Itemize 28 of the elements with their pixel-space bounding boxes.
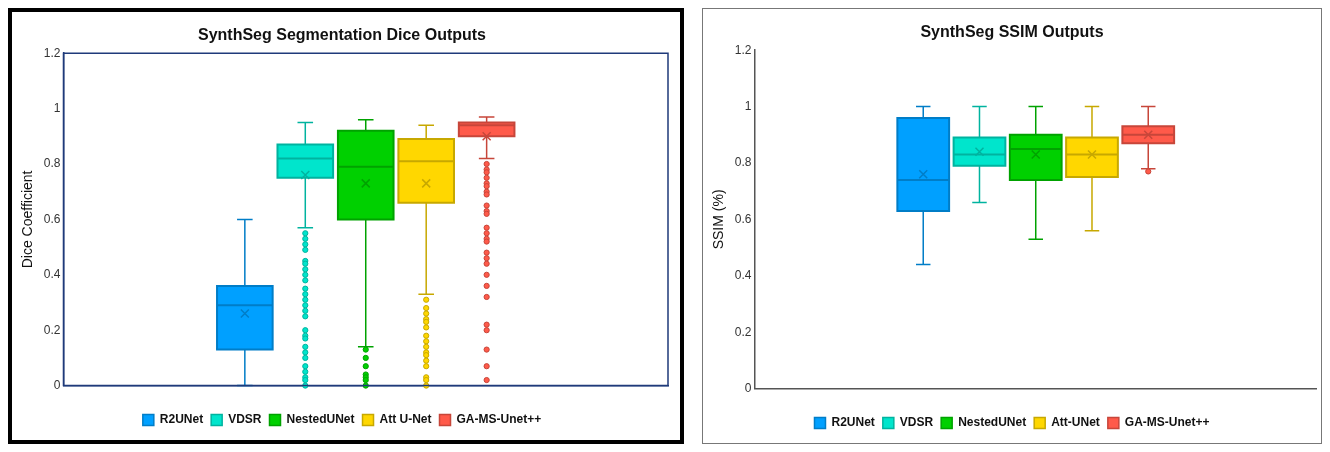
y-tick-label: 0 <box>744 380 752 395</box>
y-tick-label: 0.2 <box>43 322 61 337</box>
y-tick-label: 0.2 <box>734 324 752 339</box>
y-tick-label: 1.2 <box>43 45 61 60</box>
chart-title: SynthSeg Segmentation Dice Outputs <box>197 26 487 44</box>
legend-label: GA-MS-Unet++ <box>1124 415 1210 430</box>
legend-label: GA-MS-Unet++ <box>456 412 542 427</box>
y-tick-label: 1 <box>744 98 752 113</box>
y-axis-title: Dice Coefficient <box>19 170 36 269</box>
chart-title: SynthSeg SSIM Outputs <box>920 23 1104 41</box>
y-tick-label: 1.2 <box>734 42 752 57</box>
legend-label: NestedUNet <box>958 415 1027 430</box>
legend-label: R2UNet <box>831 415 875 430</box>
y-tick-label: 0.8 <box>43 156 61 171</box>
y-tick-label: 0 <box>53 377 61 392</box>
legend-label: R2UNet <box>159 412 204 427</box>
y-tick-label: 0.6 <box>734 211 752 226</box>
y-axis-title: SSIM (%) <box>710 189 727 250</box>
legend-label: VDSR <box>228 412 262 427</box>
y-tick-label: 0.6 <box>43 211 61 226</box>
legend-label: Att-UNet <box>1051 415 1100 430</box>
legend-label: VDSR <box>899 415 934 430</box>
y-tick-label: 1 <box>53 100 61 115</box>
y-tick-label: 0.8 <box>734 155 752 170</box>
legend-label: Att U-Net <box>379 412 432 427</box>
y-tick-label: 0.4 <box>734 268 752 283</box>
legend-label: NestedUNet <box>286 412 355 427</box>
y-tick-label: 0.4 <box>43 267 61 282</box>
